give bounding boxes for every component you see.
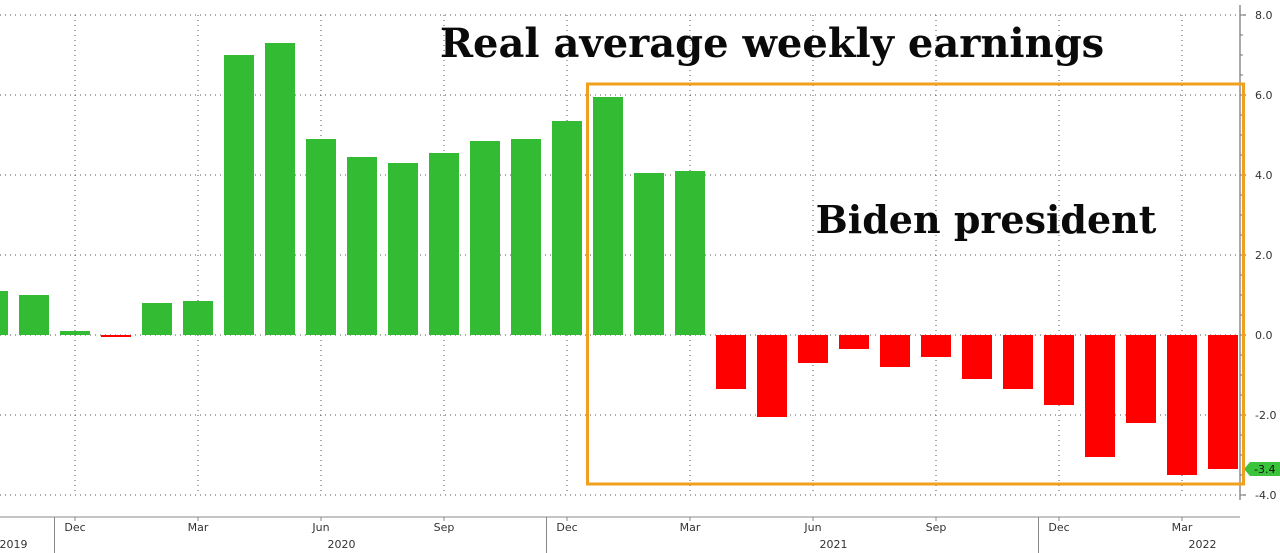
bar <box>921 335 951 357</box>
bar <box>19 295 49 335</box>
x-year-label: 2020 <box>328 538 356 551</box>
annotations: Real average weekly earnings Biden presi… <box>440 20 1245 486</box>
bar <box>1044 335 1074 405</box>
bar <box>675 171 705 335</box>
bar <box>1003 335 1033 389</box>
x-axis: Dec Mar Jun Sep Dec Mar Jun Sep Dec Mar 2019 2020 20… <box>0 516 1240 553</box>
bar <box>552 121 582 335</box>
x-year-label: 2022 <box>1189 538 1217 551</box>
bar <box>388 163 418 335</box>
bar <box>101 335 131 337</box>
y-tick-label: 0.0 <box>1255 329 1273 342</box>
y-tick-label: 6.0 <box>1255 89 1273 102</box>
y-axis: 8.0 6.0 4.0 2.0 0.0 -2.0 -4.0 -3.4 <box>1239 5 1280 502</box>
bar <box>224 55 254 335</box>
chart-title: Real average weekly earnings <box>440 20 1104 67</box>
bar <box>0 291 8 335</box>
x-month-label: Sep <box>926 521 947 534</box>
y-tick-label: 8.0 <box>1255 9 1273 22</box>
x-month-label: Jun <box>803 521 821 534</box>
biden-president-label: Biden president <box>816 197 1157 242</box>
y-tick-label: 2.0 <box>1255 249 1273 262</box>
bar <box>511 139 541 335</box>
bar <box>183 301 213 335</box>
x-month-label: Mar <box>680 521 701 534</box>
biden-period-box <box>586 82 1245 486</box>
bar <box>1167 335 1197 475</box>
y-tick-label: -4.0 <box>1255 489 1276 502</box>
y-tick-label: 4.0 <box>1255 169 1273 182</box>
bar <box>429 153 459 335</box>
bar <box>265 43 295 335</box>
bars <box>0 43 1238 475</box>
bar <box>1126 335 1156 423</box>
x-month-label: Dec <box>1048 521 1069 534</box>
bar <box>60 331 90 335</box>
bar <box>839 335 869 349</box>
x-month-label: Mar <box>188 521 209 534</box>
bar <box>347 157 377 335</box>
last-value-label: -3.4 <box>1254 463 1275 476</box>
bar <box>757 335 787 417</box>
x-month-label: Mar <box>1172 521 1193 534</box>
x-year-label: 2021 <box>820 538 848 551</box>
x-month-label: Sep <box>434 521 455 534</box>
bar <box>798 335 828 363</box>
bar <box>470 141 500 335</box>
bar <box>593 97 623 335</box>
x-year-label: 2019 <box>0 538 28 551</box>
bar <box>306 139 336 335</box>
bar <box>716 335 746 389</box>
bar <box>634 173 664 335</box>
bar <box>1208 335 1238 469</box>
bar <box>880 335 910 367</box>
x-month-label: Jun <box>311 521 329 534</box>
x-month-label: Dec <box>64 521 85 534</box>
bar <box>1085 335 1115 457</box>
bar <box>962 335 992 379</box>
bar <box>142 303 172 335</box>
last-value-tag <box>1244 462 1280 476</box>
y-tick-label: -2.0 <box>1255 409 1276 422</box>
x-month-label: Dec <box>556 521 577 534</box>
